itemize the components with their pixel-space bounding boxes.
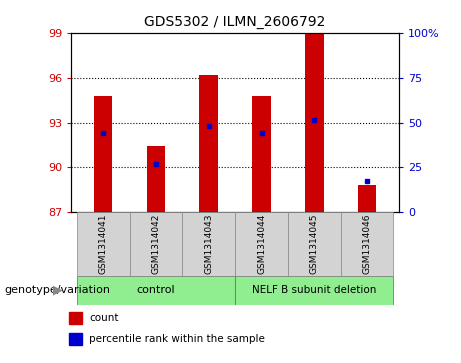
Text: percentile rank within the sample: percentile rank within the sample xyxy=(89,334,265,344)
Title: GDS5302 / ILMN_2606792: GDS5302 / ILMN_2606792 xyxy=(144,15,326,29)
Bar xyxy=(69,312,83,324)
Bar xyxy=(69,333,83,345)
Bar xyxy=(147,146,165,212)
Text: control: control xyxy=(136,285,175,295)
FancyBboxPatch shape xyxy=(182,212,235,276)
Bar xyxy=(252,95,271,212)
FancyBboxPatch shape xyxy=(235,276,394,305)
Text: GSM1314046: GSM1314046 xyxy=(363,214,372,274)
Text: GSM1314041: GSM1314041 xyxy=(99,214,107,274)
Text: GSM1314042: GSM1314042 xyxy=(151,214,160,274)
FancyBboxPatch shape xyxy=(341,212,394,276)
Text: GSM1314043: GSM1314043 xyxy=(204,214,213,274)
Bar xyxy=(94,95,112,212)
FancyBboxPatch shape xyxy=(77,212,130,276)
FancyBboxPatch shape xyxy=(235,212,288,276)
Text: ▶: ▶ xyxy=(53,284,62,297)
FancyBboxPatch shape xyxy=(77,276,235,305)
Text: GSM1314044: GSM1314044 xyxy=(257,214,266,274)
Text: NELF B subunit deletion: NELF B subunit deletion xyxy=(252,285,377,295)
Bar xyxy=(200,74,218,212)
Text: count: count xyxy=(89,313,118,323)
Bar xyxy=(358,185,376,212)
Bar xyxy=(305,33,324,212)
Text: GSM1314045: GSM1314045 xyxy=(310,214,319,274)
FancyBboxPatch shape xyxy=(130,212,182,276)
FancyBboxPatch shape xyxy=(288,212,341,276)
Text: genotype/variation: genotype/variation xyxy=(5,285,111,295)
